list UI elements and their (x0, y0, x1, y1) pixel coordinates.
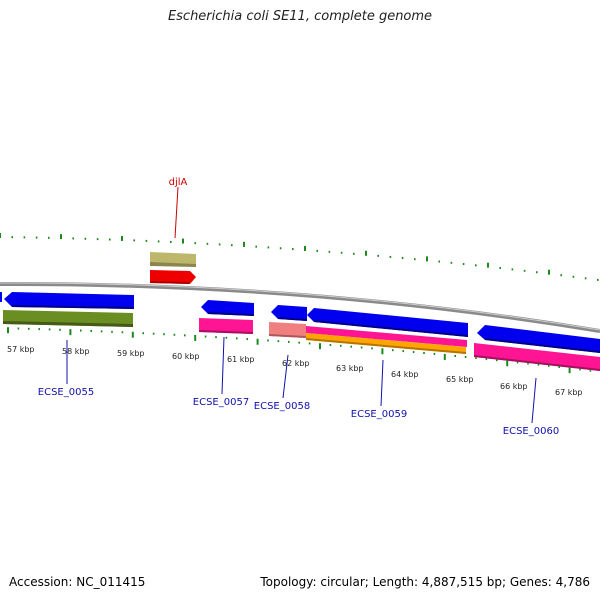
outer-tick-track (0, 233, 599, 281)
kbp-label: 61 kbp (227, 355, 255, 364)
kbp-label: 58 kbp (62, 347, 90, 356)
feature-magenta-0060[interactable] (474, 343, 600, 371)
gene-label-ECSE_0057[interactable]: ECSE_0057 (193, 397, 249, 408)
accession-text: Accession: NC_011415 (9, 575, 146, 589)
inner-tick-track (7, 327, 592, 374)
forward-features (150, 252, 196, 284)
map-title: Escherichia coli SE11, complete genome (167, 9, 433, 24)
gene-labels: djlA ECSE_0055 ECSE_0057 ECSE_0058 ECSE_0059… (38, 177, 559, 437)
feature-blue-0058[interactable] (271, 305, 307, 321)
feature-magenta-0057[interactable] (199, 318, 253, 334)
genome-summary-text: Topology: circular; Length: 4,887,515 bp… (260, 575, 590, 589)
reverse-features (0, 292, 600, 371)
feature-blue-0057[interactable] (201, 300, 254, 316)
gene-label-ECSE_0060[interactable]: ECSE_0060 (503, 426, 559, 437)
feature-blue-0059[interactable] (307, 308, 468, 337)
gene-leader-line (531, 377, 537, 424)
kbp-label: 64 kbp (391, 370, 419, 379)
feature-magenta-0059[interactable] (306, 326, 467, 347)
gene-label-ECSE_0058[interactable]: ECSE_0058 (254, 401, 310, 412)
kbp-label: 67 kbp (555, 388, 583, 397)
kbp-label: 62 kbp (282, 359, 310, 368)
gene-label-ECSE_0055[interactable]: ECSE_0055 (38, 387, 94, 398)
feature-salmon-0058[interactable] (269, 322, 306, 338)
gene-label-ECSE_0059[interactable]: ECSE_0059 (351, 409, 407, 420)
kbp-label: 66 kbp (500, 382, 528, 391)
gene-leader-line (282, 354, 289, 399)
kbp-label: 65 kbp (446, 375, 474, 384)
feature-djlA[interactable] (150, 270, 196, 284)
kbp-scale-labels: 57 kbp 58 kbp 59 kbp 60 kbp 61 kbp 62 kbp 63 k… (7, 345, 583, 397)
gene-leader-line (221, 336, 225, 395)
feature-blue-0060[interactable] (477, 325, 600, 353)
kbp-label: 63 kbp (336, 364, 364, 373)
kbp-label: 57 kbp (7, 345, 35, 354)
kbp-label: 60 kbp (172, 352, 200, 361)
feature-blue-0055[interactable] (4, 292, 134, 309)
kbp-label: 59 kbp (117, 349, 145, 358)
gene-label-djlA[interactable]: djlA (169, 177, 188, 188)
feature-blue-0054[interactable] (0, 292, 2, 302)
genome-backbone (0, 281, 600, 333)
gene-leader-line (174, 186, 179, 239)
gene-leader-line (380, 359, 384, 407)
